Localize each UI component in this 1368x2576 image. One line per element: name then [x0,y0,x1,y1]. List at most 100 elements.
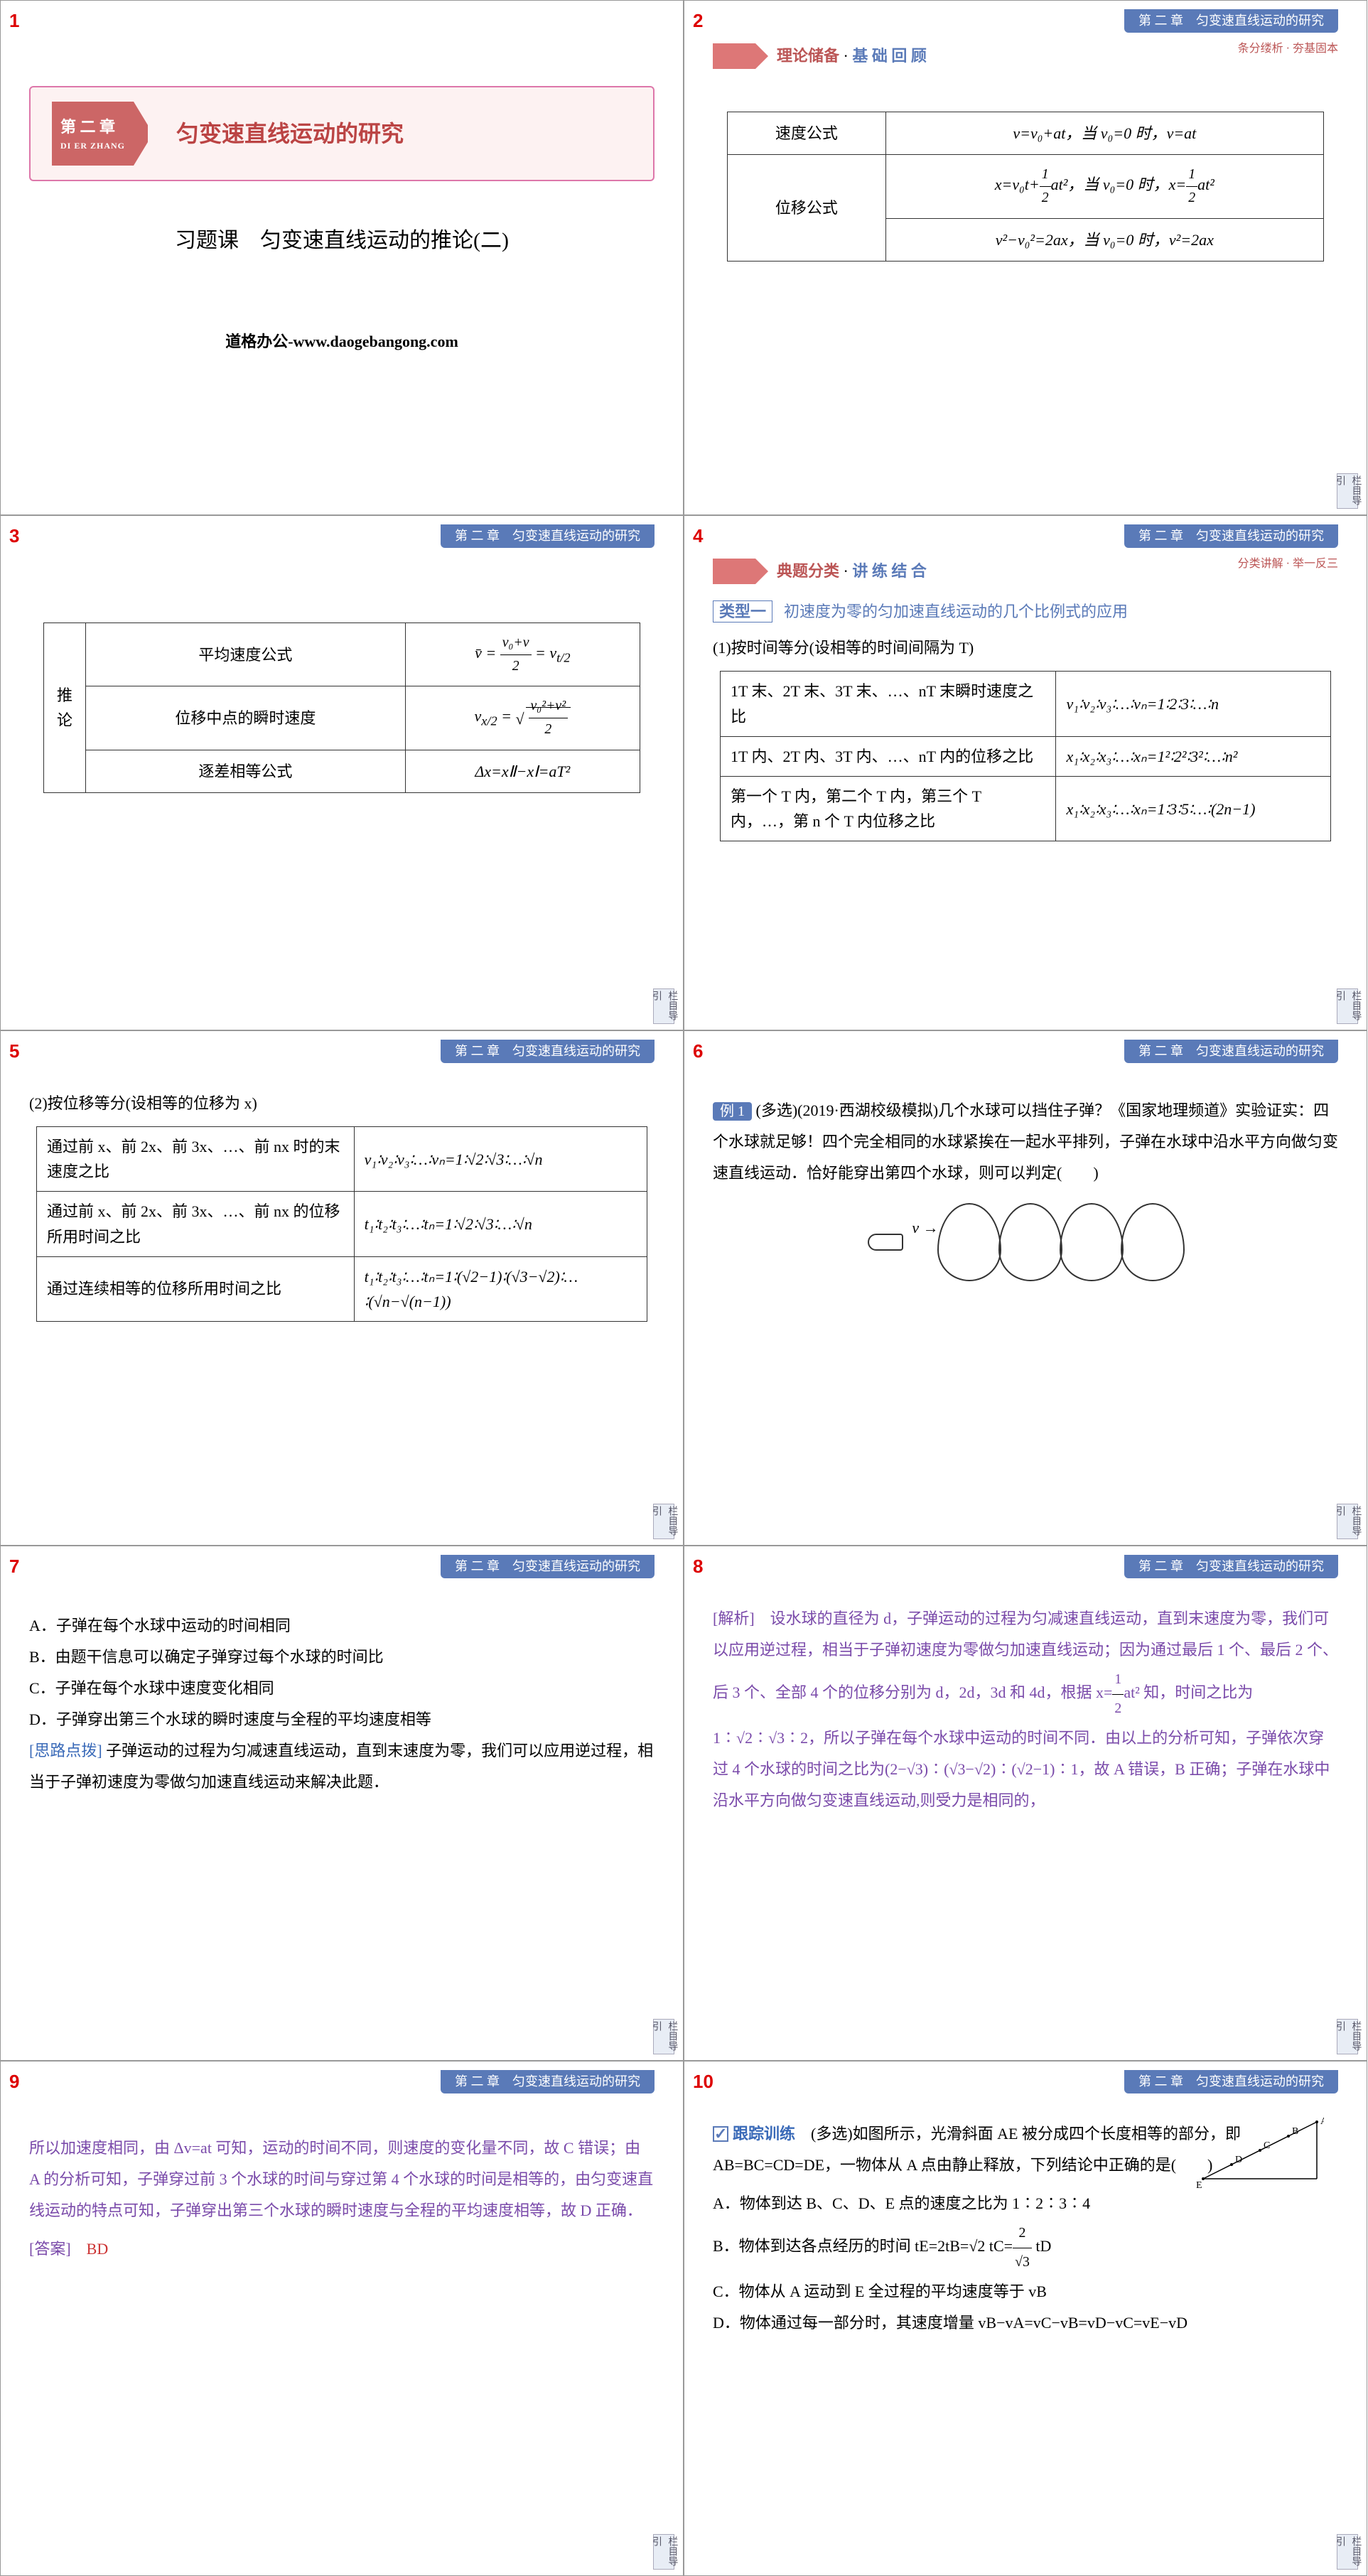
table-row: 位移公式 x=v₀t+12at²，当 v₀=0 时，x=12at² [728,155,1324,218]
chapter-tab: 第 二 章 匀变速直线运动的研究 [1124,9,1338,33]
slide-number: 6 [693,1037,703,1067]
footer-tab: 栏目导引 [653,1504,674,1539]
chapter-tab: 第 二 章 匀变速直线运动的研究 [1124,524,1338,548]
example-block: 例 1 (多选)(2019·西湖校级模拟)几个水球可以挡住子弹？《国家地理频道》… [713,1095,1338,1189]
type-heading: 类型一 初速度为零的匀加速直线运动的几个比例式的应用 [713,598,1338,625]
type-label: 类型一 [713,600,772,623]
table-row: 位移中点的瞬时速度 vx/2 = v₀²+v²2 [44,686,640,750]
section-label-2: 基 础 回 顾 [852,47,927,65]
footer-tab: 栏目导引 [653,2534,674,2570]
cell: x₁∶x₂∶x₃∶…∶xₙ=1²∶2²∶3²∶…∶n² [1056,736,1331,776]
slide-number: 2 [693,6,703,36]
footer-tab: 栏目导引 [1337,473,1358,509]
section-label-1: 理论储备 [777,47,839,65]
cell: 通过前 x、前 2x、前 3x、…、前 nx 时的末速度之比 [37,1127,355,1192]
cell-label: 速度公式 [728,112,886,155]
options-block: A．物体到达 B、C、D、E 点的速度之比为 1∶2∶3∶4 B．物体到达各点经… [713,2188,1338,2339]
page-container: 1 第 二 章 DI ER ZHANG 匀变速直线运动的研究 习题课 匀变速直线… [0,0,1368,2576]
chapter-tab: 第 二 章 匀变速直线运动的研究 [1124,1555,1338,1578]
lesson-subtitle: 习题课 匀变速直线运动的推论(二) [29,224,655,258]
cell: 1T 末、2T 末、3T 末、…、nT 末瞬时速度之比 [721,672,1056,736]
table-row: 通过连续相等的位移所用时间之比 t₁∶t₂∶t₃∶…∶tₙ=1∶(√2−1)∶(… [37,1256,647,1321]
formula-part: x=v₀t+ [995,176,1040,193]
footer-tab: 栏目导引 [1337,988,1358,1024]
hint-text: 子弹运动的过程为匀减速直线运动，直到末速度为零，我们可以应用逆过程，相当于子弹初… [29,1742,653,1791]
chapter-tab: 第 二 章 匀变速直线运动的研究 [441,1040,655,1063]
table-row: 推论 平均速度公式 v̄ = v₀+v2 = vt/2 [44,623,640,686]
section-sub: 条分缕析 · 夯基固本 [1238,40,1338,58]
cell-label: 逐差相等公式 [86,750,406,792]
slide-9: 9 第 二 章 匀变速直线运动的研究 所以加速度相同，由 Δv=at 可知，运动… [0,2061,684,2576]
cell: 第一个 T 内，第二个 T 内，第三个 T 内，…，第 n 个 T 内位移之比 [721,776,1056,841]
option-a: A．子弹在每个水球中运动的时间相同 [29,1610,655,1642]
drop-icon [937,1203,1001,1281]
intro-text: (1)按时间等分(设相等的时间间隔为 T) [713,632,1338,664]
option-a: A．物体到达 B、C、D、E 点的速度之比为 1∶2∶3∶4 [713,2188,1338,2219]
slide-number: 10 [693,2067,713,2097]
option-b: B．物体到达各点经历的时间 tE=2tB=√2 tC=2√3 tD [713,2219,1338,2276]
section-label: 典题分类 · 讲 练 结 合 [777,559,927,583]
section-label-1: 典题分类 [777,562,839,580]
answer-label: [答案] [29,2240,71,2258]
footer-tab: 栏目导引 [1337,1504,1358,1539]
bullet-icon [868,1234,903,1251]
chapter-banner: 第 二 章 DI ER ZHANG 匀变速直线运动的研究 [29,86,655,181]
cell-formula: x=v₀t+12at²，当 v₀=0 时，x=12at² [885,155,1323,218]
ratio-table-2: 通过前 x、前 2x、前 3x、…、前 nx 时的末速度之比 v₁∶v₂∶v₃∶… [36,1126,647,1322]
arrow-icon [713,43,755,69]
velocity-label: v → [912,1215,938,1240]
slide-number: 5 [9,1037,19,1067]
section-label-2: 讲 练 结 合 [852,562,927,580]
analysis-text-2: at² 知，时间之比为 1∶√2∶√3∶2，所以子弹在每个水球中运动的时间不同．… [713,1683,1330,1809]
slide-number: 9 [9,2067,19,2097]
chapter-pinyin: DI ER ZHANG [60,139,125,153]
table-row: 1T 内、2T 内、3T 内、…、nT 内的位移之比 x₁∶x₂∶x₃∶…∶xₙ… [721,736,1331,776]
footer-tab: 栏目导引 [1337,2534,1358,2570]
chapter-title: 匀变速直线运动的研究 [176,116,404,152]
cell-formula: vx/2 = v₀²+v²2 [405,686,640,750]
table-row: 速度公式 v=v₀+at，当 v₀=0 时，v=at [728,112,1324,155]
chapter-tab: 第 二 章 匀变速直线运动的研究 [441,2070,655,2093]
chapter-tag-text: 第 二 章 [60,118,115,136]
chapter-tab: 第 二 章 匀变速直线运动的研究 [1124,1040,1338,1063]
cell-label: 位移中点的瞬时速度 [86,686,406,750]
slide-7: 7 第 二 章 匀变速直线运动的研究 A．子弹在每个水球中运动的时间相同 B．由… [0,1546,684,2061]
droplet-diagram: v → [713,1203,1338,1281]
slide-3: 3 第 二 章 匀变速直线运动的研究 推论 平均速度公式 v̄ = v₀+v2 … [0,515,684,1030]
hint-block: [思路点拨] 子弹运动的过程为匀减速直线运动，直到末速度为零，我们可以应用逆过程… [29,1735,655,1798]
example-label: 例 1 [713,1102,752,1121]
cell-label: 位移公式 [728,155,886,262]
intro-text: (2)按位移等分(设相等的位移为 x) [29,1088,655,1119]
answer-block: [答案] BD [29,2233,655,2265]
cell-label: 平均速度公式 [86,623,406,686]
slide-10: 10 第 二 章 匀变速直线运动的研究 ✓跟踪训练 (多选)如图所示，光滑斜面 … [684,2061,1367,2576]
check-icon: ✓ [713,2126,728,2142]
analysis-label: [解析] [713,1610,755,1627]
cell: x₁∶x₂∶x₃∶…∶xₙ=1∶3∶5∶…∶(2n−1) [1056,776,1331,841]
slide-6: 6 第 二 章 匀变速直线运动的研究 例 1 (多选)(2019·西湖校级模拟)… [684,1030,1367,1546]
pt-e: E [1196,2180,1202,2189]
slide-5: 5 第 二 章 匀变速直线运动的研究 (2)按位移等分(设相等的位移为 x) 通… [0,1030,684,1546]
slide-4: 4 第 二 章 匀变速直线运动的研究 典题分类 · 讲 练 结 合 分类讲解 ·… [684,515,1367,1030]
arrow-icon [713,559,755,584]
slide-2: 2 第 二 章 匀变速直线运动的研究 理论储备 · 基 础 回 顾 条分缕析 ·… [684,0,1367,515]
section-bar: 典题分类 · 讲 练 结 合 分类讲解 · 举一反三 [713,559,1338,584]
section-sub: 分类讲解 · 举一反三 [1238,555,1338,573]
slide-8: 8 第 二 章 匀变速直线运动的研究 [解析] 设水球的直径为 d，子弹运动的过… [684,1546,1367,2061]
type-title: 初速度为零的匀加速直线运动的几个比例式的应用 [784,603,1128,620]
corollary-table: 推论 平均速度公式 v̄ = v₀+v2 = vt/2 位移中点的瞬时速度 vx… [43,623,640,793]
hint-label: [思路点拨] [29,1742,102,1759]
pt-c: C [1264,2140,1270,2151]
cell: 通过连续相等的位移所用时间之比 [37,1256,355,1321]
drop-icon [1121,1203,1185,1281]
table-row: 第一个 T 内，第二个 T 内，第三个 T 内，…，第 n 个 T 内位移之比 … [721,776,1331,841]
side-label: 推论 [44,623,86,793]
option-d: D．子弹穿出第三个水球的瞬时速度与全程的平均速度相等 [29,1704,655,1735]
chapter-tag: 第 二 章 DI ER ZHANG [52,102,134,166]
slide-number: 7 [9,1552,19,1582]
ratio-table: 1T 末、2T 末、3T 末、…、nT 末瞬时速度之比 v₁∶v₂∶v₃∶…∶v… [720,671,1331,841]
formula-part: at²，当 v₀=0 时，x= [1051,176,1187,193]
option-b: B．由题干信息可以确定子弹穿过每个水球的时间比 [29,1642,655,1673]
footer-tab: 栏目导引 [1337,2019,1358,2054]
section-label: 理论储备 · 基 础 回 顾 [777,43,927,68]
